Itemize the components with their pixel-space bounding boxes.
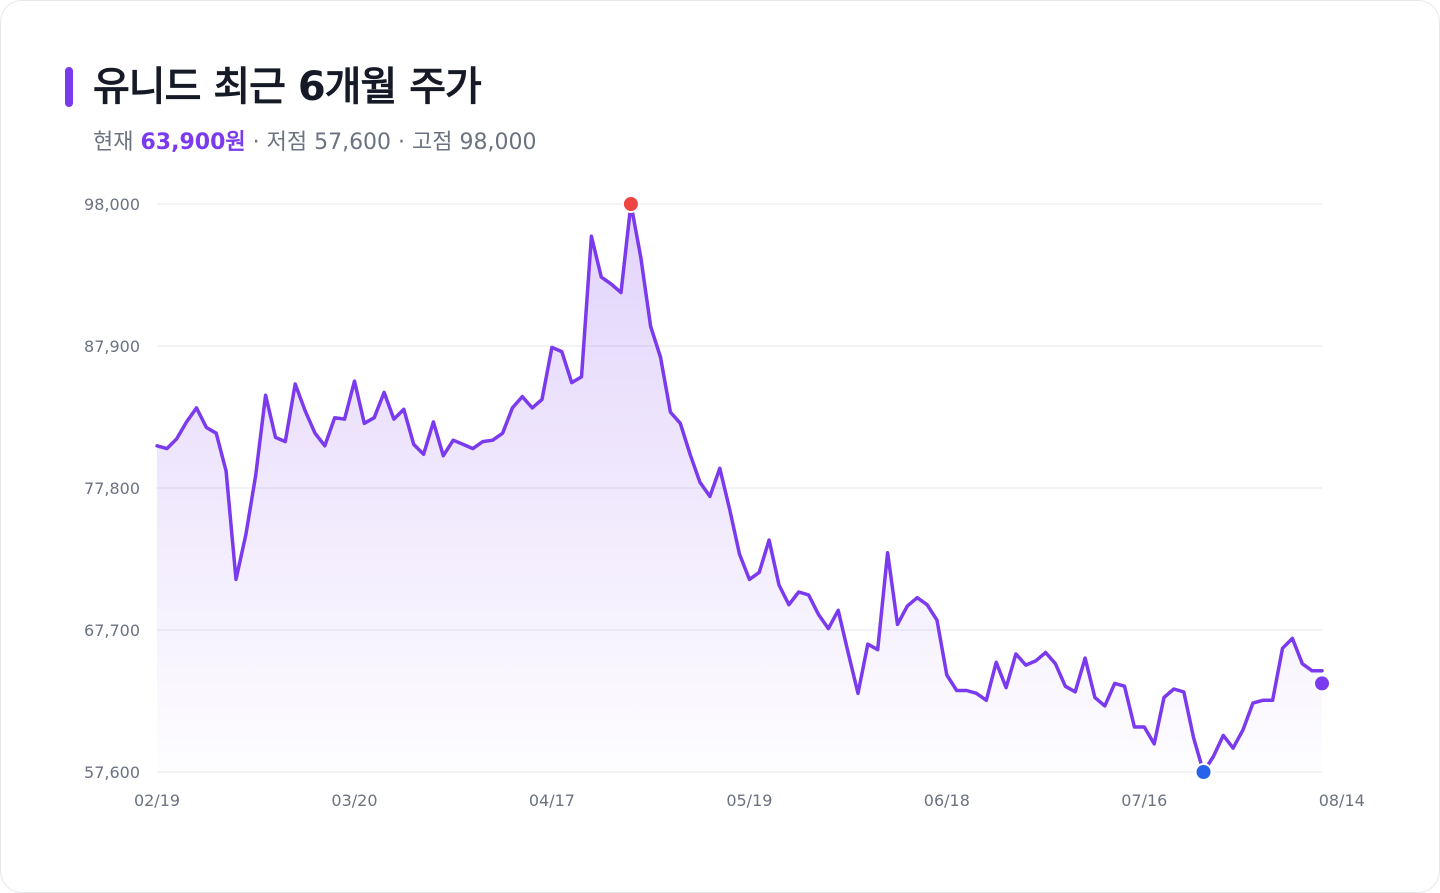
x-axis-ticks: 02/19 03/20 04/17 05/19 06/18 07/16 08/14 <box>134 791 1365 810</box>
high-marker <box>621 195 640 213</box>
y-tick-label: 98,000 <box>84 195 140 214</box>
x-tick-label: 03/20 <box>331 791 377 810</box>
y-tick-label: 87,900 <box>84 337 140 356</box>
price-area <box>157 204 1322 772</box>
y-tick-label: 77,800 <box>84 479 140 498</box>
x-tick-label: 04/17 <box>529 791 575 810</box>
x-tick-label: 05/19 <box>726 791 772 810</box>
low-high-summary: · 저점 57,600 · 고점 98,000 <box>245 130 537 155</box>
price-line <box>155 202 1324 774</box>
x-tick-label: 08/14 <box>1319 791 1365 810</box>
x-tick-label: 07/16 <box>1121 791 1167 810</box>
x-tick-label: 02/19 <box>134 791 180 810</box>
x-tick-label: 06/18 <box>924 791 970 810</box>
title-accent-bar <box>65 67 73 107</box>
y-tick-label: 57,600 <box>84 763 140 782</box>
low-marker <box>1194 763 1213 781</box>
chart-subtitle: 현재 63,900원 · 저점 57,600 · 고점 98,000 <box>93 127 537 159</box>
current-price: 63,900원 <box>140 130 246 155</box>
price-markers <box>621 195 1331 781</box>
chart-title: 유니드 최근 6개월 주가 <box>93 64 482 110</box>
current-label: 현재 <box>93 130 134 155</box>
y-tick-label: 67,700 <box>84 621 140 640</box>
y-axis-ticks: 57,600 67,700 77,800 87,900 98,000 <box>84 195 140 782</box>
current-marker <box>1313 674 1331 693</box>
